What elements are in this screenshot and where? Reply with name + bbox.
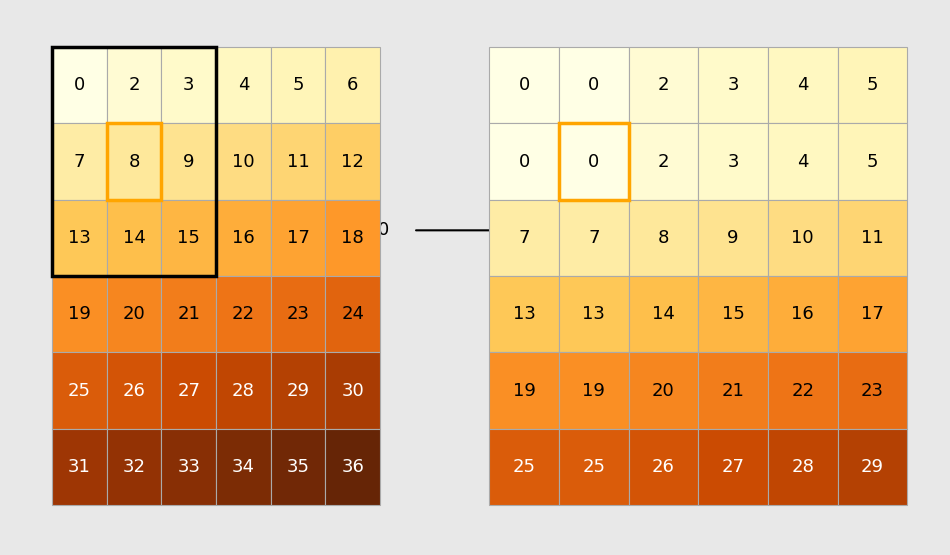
Text: 3: 3 [728,153,739,170]
Text: 4: 4 [238,77,249,94]
Text: 0: 0 [74,77,85,94]
Text: 9: 9 [728,229,739,247]
Text: 10: 10 [791,229,814,247]
Text: 25: 25 [582,458,605,476]
Text: 21: 21 [722,382,745,400]
Text: 25: 25 [513,458,536,476]
Text: 8: 8 [657,229,669,247]
Text: 23: 23 [861,382,884,400]
Text: 27: 27 [722,458,745,476]
Text: 20: 20 [123,305,145,323]
Text: 19: 19 [582,382,605,400]
Text: 4: 4 [797,153,808,170]
Text: 4: 4 [797,77,808,94]
Text: 27: 27 [178,382,200,400]
Text: 5: 5 [293,77,304,94]
Text: 20: 20 [652,382,674,400]
Text: 22: 22 [791,382,814,400]
Text: 26: 26 [652,458,674,476]
Text: 29: 29 [861,458,884,476]
Text: 0: 0 [519,153,530,170]
Text: 32: 32 [123,458,145,476]
Text: 7: 7 [74,153,85,170]
Text: 3: 3 [728,77,739,94]
Text: 35: 35 [287,458,310,476]
Text: 7: 7 [519,229,530,247]
Text: 13: 13 [68,229,91,247]
Text: 8: 8 [128,153,140,170]
Text: 3: 3 [183,77,195,94]
Text: 16: 16 [232,229,255,247]
Text: 11: 11 [861,229,884,247]
Text: 23: 23 [287,305,310,323]
Text: 0: 0 [588,77,599,94]
Text: 13: 13 [513,305,536,323]
Text: 19: 19 [68,305,91,323]
Text: 30: 30 [341,382,364,400]
Text: 15: 15 [178,229,200,247]
Text: 31: 31 [68,458,91,476]
Text: 5: 5 [866,153,878,170]
Text: 29: 29 [287,382,310,400]
Text: 11: 11 [287,153,310,170]
Text: 6: 6 [347,77,358,94]
Text: 34: 34 [232,458,255,476]
Text: 2: 2 [657,153,669,170]
Text: 0: 0 [588,153,599,170]
Text: 15: 15 [722,305,745,323]
Text: 0: 0 [378,221,390,239]
Text: 7: 7 [588,229,599,247]
Text: 18: 18 [341,229,364,247]
Text: 21: 21 [178,305,200,323]
Text: 13: 13 [582,305,605,323]
Text: 33: 33 [178,458,200,476]
Text: 2: 2 [128,77,140,94]
Text: 25: 25 [68,382,91,400]
Text: 5: 5 [866,77,878,94]
Text: 28: 28 [791,458,814,476]
Text: 28: 28 [232,382,255,400]
Text: 14: 14 [123,229,145,247]
Text: 24: 24 [341,305,364,323]
Text: 9: 9 [183,153,195,170]
Text: 17: 17 [861,305,884,323]
Text: 36: 36 [341,458,364,476]
Text: 17: 17 [287,229,310,247]
Text: 0: 0 [519,77,530,94]
Text: 12: 12 [341,153,364,170]
Text: 19: 19 [513,382,536,400]
Text: 14: 14 [652,305,674,323]
Text: 10: 10 [232,153,255,170]
Text: 16: 16 [791,305,814,323]
Text: 22: 22 [232,305,255,323]
Text: 2: 2 [657,77,669,94]
Text: 26: 26 [123,382,145,400]
